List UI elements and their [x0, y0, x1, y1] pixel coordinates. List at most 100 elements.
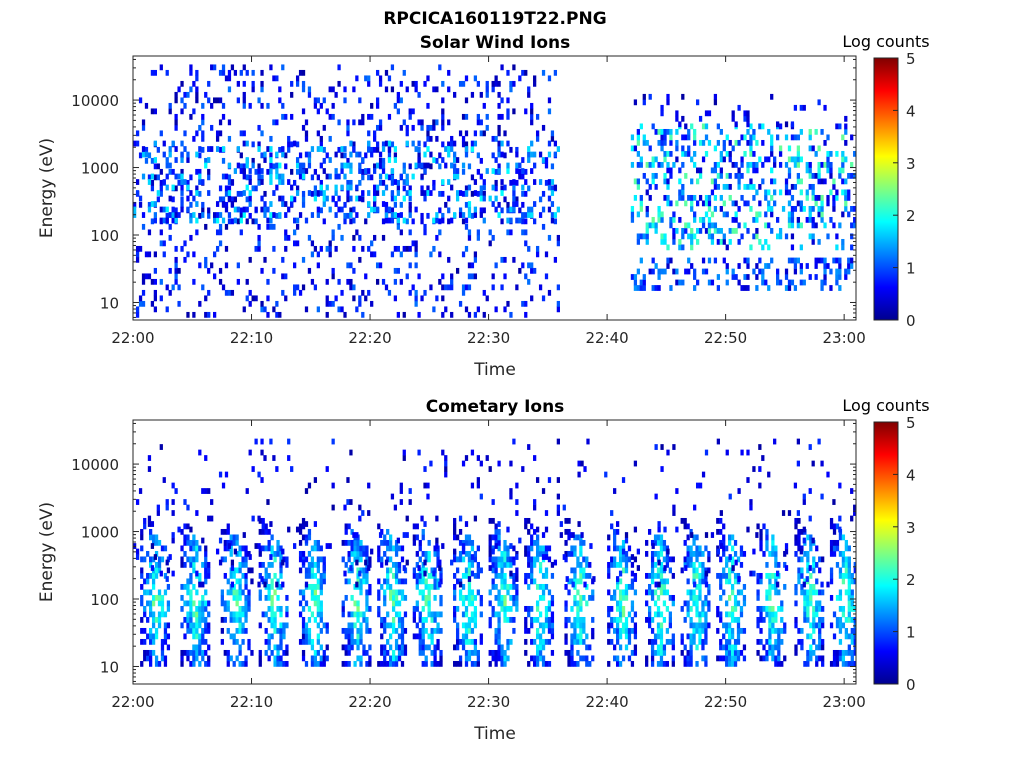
spectrogram-cell	[707, 205, 712, 212]
spectrogram-cell	[473, 251, 478, 258]
spectrogram-cell	[512, 572, 516, 579]
spectrogram-cell	[844, 539, 848, 546]
spectrogram-cell	[503, 184, 507, 191]
spectrogram-cell	[659, 627, 664, 634]
spectrogram-cell	[287, 526, 291, 533]
spectrogram-cell	[275, 151, 279, 158]
spectrogram-cell	[370, 113, 374, 120]
spectrogram-cell	[337, 64, 341, 71]
spectrogram-cell	[817, 145, 821, 152]
spectrogram-cell	[755, 263, 759, 269]
spectrogram-cell	[420, 295, 424, 302]
spectrogram-cell	[832, 222, 836, 229]
spectrogram-cell	[432, 86, 436, 93]
spectrogram-cell	[811, 216, 815, 223]
spectrogram-cell	[794, 616, 798, 623]
spectrogram-cell	[301, 638, 306, 645]
spectrogram-cell	[362, 550, 366, 557]
spectrogram-cell	[582, 594, 586, 601]
spectrogram-cell	[736, 622, 741, 629]
spectrogram-cell	[686, 545, 690, 552]
spectrogram-cell	[515, 482, 519, 489]
colorbar-solar-wind	[873, 57, 899, 321]
spectrogram-cell	[669, 139, 673, 146]
spectrogram-cell	[491, 548, 495, 555]
spectrogram-cell	[613, 616, 617, 623]
spectrogram-cell	[509, 488, 513, 494]
spectrogram-cell	[455, 567, 460, 574]
spectrogram-cell	[727, 655, 732, 662]
spectrogram-cell	[829, 268, 833, 275]
spectrogram-cell	[692, 578, 696, 585]
spectrogram-cell	[447, 284, 451, 291]
spectrogram-cell	[773, 189, 777, 196]
spectrogram-cell	[316, 190, 320, 196]
spectrogram-cell	[192, 644, 196, 651]
spectrogram-cell	[319, 141, 323, 148]
spectrogram-cell	[488, 550, 492, 557]
spectrogram-cell	[177, 267, 181, 274]
spectrogram-cell	[808, 274, 812, 280]
spectrogram-cell	[695, 660, 699, 667]
spectrogram-cell	[174, 113, 178, 120]
spectrogram-cell	[346, 196, 350, 203]
spectrogram-cell	[195, 510, 199, 516]
spectrogram-cell	[226, 528, 230, 535]
spectrogram-cell	[550, 561, 555, 568]
spectrogram-cell	[171, 537, 175, 544]
spectrogram-cell	[367, 80, 371, 87]
spectrogram-cell	[521, 157, 525, 163]
spectrogram-cell	[408, 229, 412, 236]
spectrogram-cell	[414, 86, 418, 93]
spectrogram-cell	[686, 534, 690, 541]
spectrogram-cell	[494, 572, 498, 579]
spectrogram-cell	[503, 578, 507, 585]
spectrogram-cell	[356, 556, 360, 563]
spectrogram-cell	[368, 660, 372, 667]
spectrogram-cell	[666, 449, 670, 456]
spectrogram-cell	[680, 638, 684, 645]
spectrogram-cell	[512, 80, 516, 87]
spectrogram-cell	[684, 172, 688, 179]
spectrogram-cell	[820, 128, 824, 135]
spectrogram-cell	[319, 179, 323, 186]
spectrogram-cell	[384, 140, 389, 147]
spectrogram-cell	[285, 594, 289, 601]
spectrogram-cell	[378, 162, 383, 169]
spectrogram-cell	[506, 113, 510, 120]
spectrogram-cell	[512, 578, 516, 585]
spectrogram-cell	[340, 152, 344, 159]
spectrogram-cell	[660, 145, 664, 152]
spectrogram-cell	[140, 600, 144, 607]
spectrogram-cell	[174, 488, 178, 494]
spectrogram-cell	[461, 539, 466, 546]
spectrogram-cell	[494, 567, 498, 574]
spectrogram-cell	[832, 499, 836, 505]
spectrogram-cell	[853, 172, 856, 179]
spectrogram-cell	[461, 113, 466, 120]
spectrogram-cell	[365, 567, 369, 574]
spectrogram-cell	[535, 633, 540, 640]
spectrogram-cell	[656, 611, 661, 618]
spectrogram-cell	[272, 455, 276, 461]
spectrogram-cell	[258, 622, 262, 629]
spectrogram-cell	[387, 157, 392, 163]
spectrogram-cell	[146, 550, 150, 557]
spectrogram-cell	[671, 556, 675, 563]
spectrogram-cell	[210, 262, 214, 269]
spectrogram-cell	[235, 600, 239, 607]
spectrogram-cell	[530, 578, 534, 585]
spectrogram-cell	[515, 510, 519, 516]
spectrogram-cell	[783, 550, 787, 557]
spectrogram-cell	[397, 589, 402, 596]
spectrogram-cell	[610, 510, 614, 516]
spectrogram-cell	[473, 622, 478, 629]
spectrogram-cell	[387, 174, 392, 181]
spectrogram-cell	[198, 660, 202, 667]
spectrogram-cell	[375, 146, 380, 153]
spectrogram-cell	[355, 559, 359, 566]
spectrogram-cell	[645, 238, 649, 245]
spectrogram-cell	[746, 285, 750, 291]
spectrogram-cell	[301, 589, 306, 596]
spectrogram-cell	[639, 161, 643, 168]
